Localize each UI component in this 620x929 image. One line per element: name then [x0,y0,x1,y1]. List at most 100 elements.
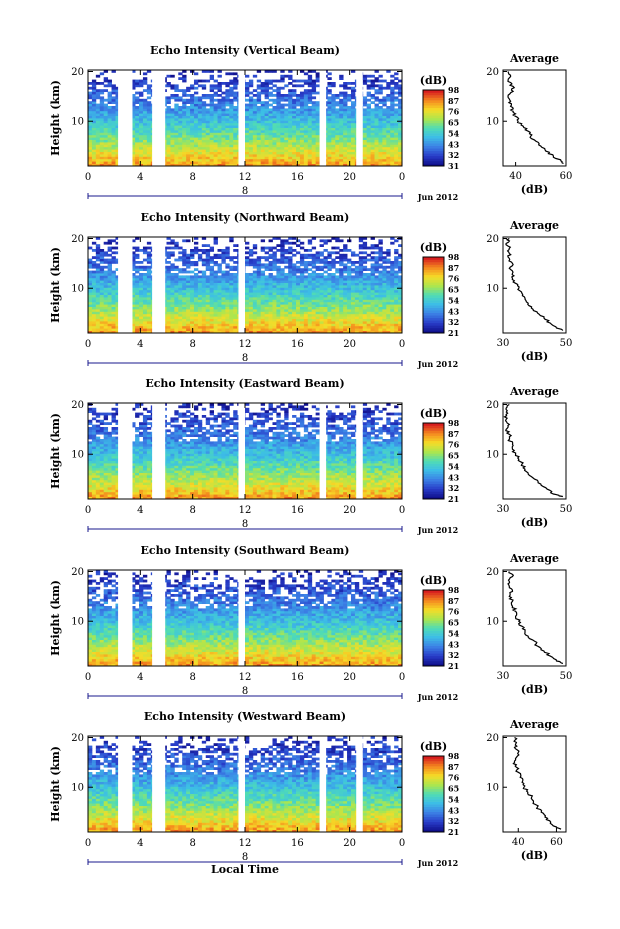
colorbar-segment [423,92,444,96]
colorbar-segment [423,801,444,805]
x-tick-label: 0 [399,339,405,350]
colorbar-segment [423,133,444,136]
colorbar-segment [423,811,444,815]
average-x-tick-label: 30 [497,504,510,515]
colorbar-segment [423,259,444,263]
colorbar-tick-label: 87 [448,263,459,273]
colorbar-segment [423,267,444,270]
colorbar-segment [423,264,444,268]
colorbar-segment [423,595,444,598]
colorbar-tick-label: 65 [448,784,459,794]
heatmap-cells [88,70,403,167]
colorbar-tick-label: 98 [448,252,460,262]
colorbar-segment [423,107,444,111]
colorbar-segment [423,590,444,593]
data-gap [319,403,327,499]
x-tick-label: 20 [343,505,356,516]
colorbar-segment [423,628,444,631]
colorbar-tick-label: 98 [448,585,460,595]
colorbar-tick-label: 98 [448,85,460,95]
x-tick-label: 16 [291,339,304,350]
colorbar-segment [423,120,444,124]
x-tick-label: 0 [85,838,91,849]
month-label: Jun 2012 [417,192,458,202]
average-x-tick-label: 30 [497,338,510,349]
colorbar-frame [422,589,445,667]
colorbar-segment [423,97,444,101]
colorbar-segment [423,163,444,167]
colorbar-segment [423,468,444,472]
day-label: 8 [242,186,248,197]
data-gap [319,736,327,832]
x-tick-label: 8 [189,339,195,350]
colorbar-tick-label: 43 [448,139,460,149]
colorbar-segment [423,648,444,652]
colorbar-segment [423,630,444,634]
colorbar-tick-label: 76 [448,773,460,783]
colorbar-segment [423,140,444,144]
colorbar-segment [423,305,444,308]
heatmap-cells [88,403,403,500]
colorbar-tick-label: 32 [448,150,459,160]
average-y-tick-label: 10 [486,284,499,295]
average-x-tick-label: 60 [560,171,573,182]
colorbar-segment [423,778,444,782]
x-tick-label: 4 [137,172,143,183]
colorbar-frame [422,755,445,833]
y-tick-label: 10 [71,783,84,794]
data-gap [118,736,133,832]
average-frame [502,569,567,667]
x-tick-label: 0 [399,838,405,849]
average-profile-line [507,71,564,165]
colorbar-tick-label: 87 [448,596,459,606]
average-y-tick-label: 20 [486,67,499,78]
colorbar-segment [423,128,444,131]
colorbar-segment [423,317,444,321]
y-axis-label: Height (km) [49,247,62,323]
y-tick-label: 20 [71,67,84,78]
colorbar-tick-label: 54 [448,794,460,804]
x-tick-label: 16 [291,172,304,183]
colorbar-segment [423,610,444,614]
average-x-label: (dB) [521,516,548,529]
y-axis-label: Height (km) [49,580,62,656]
colorbar-label: (dB) [420,407,447,420]
data-gap [238,736,245,832]
colorbar-segment [423,155,444,159]
colorbar-segment [423,814,444,818]
colorbar-tick-label: 21 [448,328,459,338]
colorbar-tick-label: 76 [448,440,460,450]
colorbar-segment [423,145,444,149]
colorbar-segment [423,768,444,772]
colorbar-segment [423,816,444,820]
x-tick-label: 0 [85,339,91,350]
colorbar-segment [423,776,444,780]
average-y-tick-label: 10 [486,117,499,128]
colorbar-segment [423,658,444,662]
colorbar-frame [422,89,445,167]
day-label: 8 [242,852,248,863]
average-frame [502,69,567,167]
colorbar-segment [423,640,444,644]
colorbar-tick-label: 87 [448,429,459,439]
colorbar-segment [423,295,444,298]
data-gap [152,70,166,166]
colorbar-segment [423,287,444,291]
colorbar-segment [423,620,444,624]
data-gap [152,237,166,333]
average-y-tick-label: 20 [486,733,499,744]
x-tick-label: 0 [85,672,91,683]
y-tick-label: 10 [71,117,84,128]
colorbar-tick-label: 76 [448,274,460,284]
colorbar-segment [423,438,444,442]
colorbar-segment [423,90,444,93]
colorbar-segment [423,433,444,436]
colorbar-segment [423,602,444,606]
colorbar-segment [423,435,444,439]
average-y-tick-label: 10 [486,450,499,461]
colorbar-segment [423,773,444,777]
data-gap [319,70,327,166]
colorbar-segment [423,806,444,810]
x-tick-label: 12 [239,838,252,849]
colorbar-segment [423,824,444,828]
